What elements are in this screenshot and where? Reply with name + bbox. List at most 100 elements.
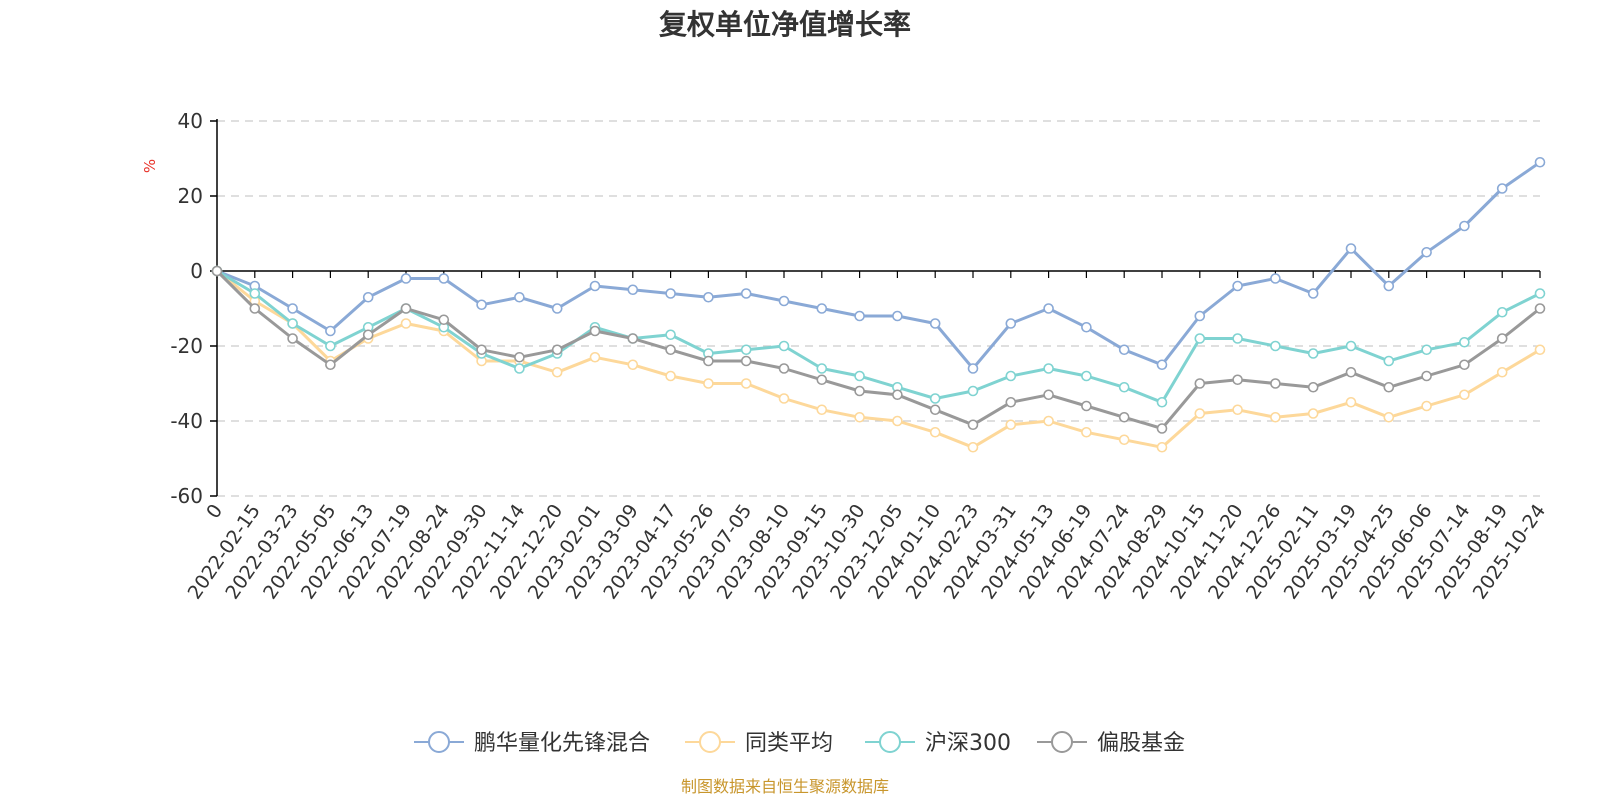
legend-item[interactable]: 鹏华量化先锋混合 — [414, 731, 650, 756]
data-point — [1005, 370, 1017, 382]
chart-title: 复权单位净值增长率 — [659, 8, 911, 41]
data-point — [476, 344, 487, 356]
legend-item[interactable]: 同类平均 — [685, 731, 833, 756]
data-point — [703, 291, 714, 303]
data-point — [892, 415, 903, 427]
data-point — [325, 325, 336, 337]
data-point — [740, 344, 752, 356]
grid-lines — [217, 120, 1540, 497]
data-point — [1534, 344, 1546, 356]
data-point — [1081, 370, 1092, 382]
data-point — [1307, 348, 1319, 359]
legend-item[interactable]: 偏股基金 — [1037, 731, 1185, 756]
series-4 — [211, 265, 1546, 434]
data-point — [1118, 411, 1130, 423]
data-point — [1496, 366, 1508, 378]
y-tick-labels: 40 20 0 -20 -40 -60 — [170, 109, 203, 508]
axes — [210, 119, 1541, 497]
data-point — [1232, 280, 1243, 292]
legend-marker-icon — [699, 731, 721, 753]
data-point — [1194, 333, 1206, 344]
data-point — [1005, 419, 1017, 431]
data-point — [589, 351, 601, 363]
data-point — [438, 273, 450, 284]
data-point — [967, 363, 979, 374]
data-point — [551, 344, 563, 356]
series-line — [215, 269, 1542, 430]
data-point — [1118, 434, 1130, 446]
data-point — [665, 329, 676, 341]
data-point — [1307, 408, 1319, 419]
data-point — [627, 284, 639, 296]
data-point — [1459, 336, 1470, 348]
series-line — [215, 160, 1542, 370]
data-point — [325, 340, 336, 352]
data-point — [589, 280, 601, 292]
data-point — [854, 370, 865, 382]
data-point — [287, 303, 298, 314]
data-point — [1005, 396, 1017, 408]
data-point — [703, 378, 714, 389]
data-point — [1421, 370, 1432, 382]
data-point — [1421, 400, 1432, 412]
data-point — [1534, 288, 1546, 299]
legend[interactable]: 鹏华量化先锋混合 同类平均 沪深300 偏股基金 — [414, 731, 1185, 756]
data-point — [967, 441, 979, 453]
y-tick-label: -40 — [170, 409, 203, 433]
data-point — [1043, 303, 1054, 314]
data-point — [854, 411, 865, 423]
data-point — [249, 288, 261, 299]
series-3 — [211, 265, 1546, 408]
y-tick-label: 20 — [178, 184, 203, 208]
data-point — [929, 426, 941, 438]
data-point — [854, 310, 865, 322]
data-point — [400, 318, 412, 329]
data-point — [816, 404, 828, 416]
data-point — [1307, 381, 1319, 393]
legend-marker-icon — [1051, 731, 1073, 753]
data-point — [249, 303, 261, 314]
data-point — [778, 363, 790, 374]
data-point — [967, 385, 979, 397]
data-point — [665, 288, 676, 299]
data-point — [400, 303, 412, 314]
data-point — [703, 355, 714, 367]
data-point — [816, 374, 828, 386]
data-point — [1270, 340, 1281, 352]
data-point — [1156, 396, 1168, 408]
data-point — [1081, 321, 1092, 333]
data-source-note: 制图数据来自恒生聚源数据库 — [681, 777, 889, 796]
data-point — [1156, 441, 1168, 453]
data-point — [892, 389, 903, 401]
data-point — [1156, 359, 1168, 371]
data-point — [778, 295, 790, 307]
legend-item[interactable]: 沪深300 — [865, 731, 1011, 756]
data-point — [1194, 378, 1206, 389]
data-point — [325, 359, 336, 371]
data-point — [1459, 220, 1470, 232]
data-point — [211, 265, 223, 277]
series-line — [215, 269, 1542, 404]
data-point — [967, 419, 979, 431]
series-2 — [211, 265, 1546, 453]
x-tick-labels: 02022-02-152022-03-232022-05-052022-06-1… — [184, 500, 1551, 603]
series-line — [215, 269, 1542, 449]
data-point — [551, 366, 563, 378]
legend-marker-icon — [879, 731, 901, 753]
data-point — [362, 329, 374, 341]
data-point — [1005, 318, 1017, 329]
data-point — [1534, 303, 1546, 314]
legend-label: 沪深300 — [925, 731, 1011, 756]
data-point — [892, 310, 903, 322]
y-axis-unit: % — [141, 159, 159, 173]
data-point — [514, 291, 525, 303]
data-point — [740, 355, 752, 367]
data-point — [1383, 280, 1395, 292]
data-point — [929, 393, 941, 404]
data-point — [1270, 411, 1281, 423]
data-point — [1459, 389, 1470, 401]
data-point — [1383, 381, 1395, 393]
data-point — [400, 273, 412, 284]
data-point — [1459, 359, 1470, 371]
data-point — [1534, 156, 1546, 168]
